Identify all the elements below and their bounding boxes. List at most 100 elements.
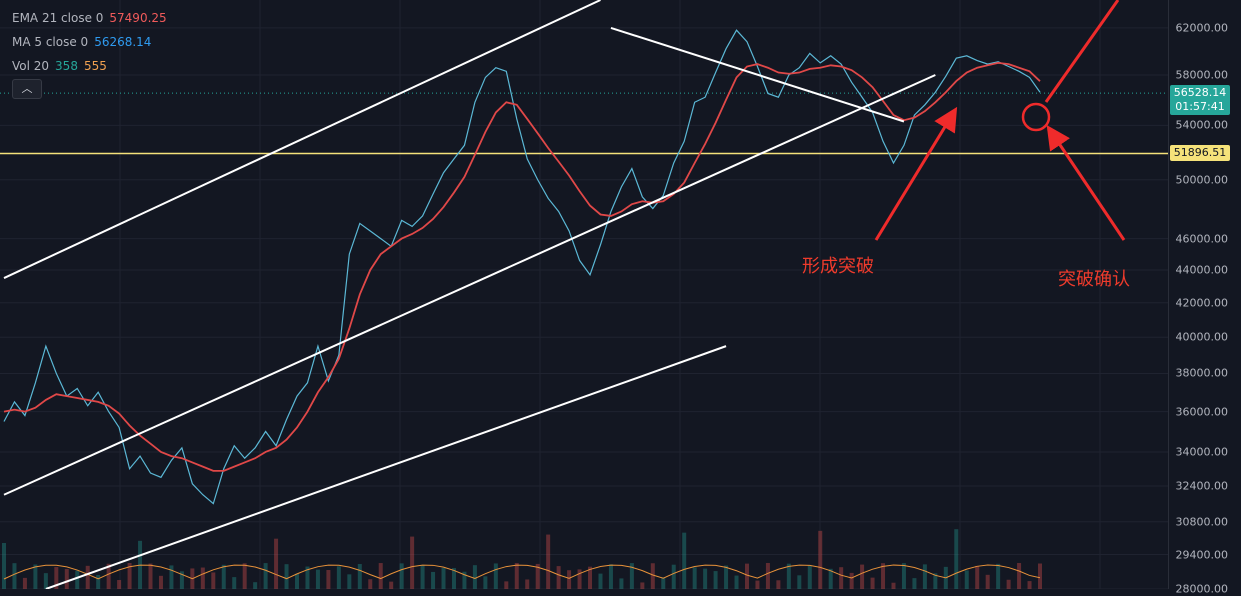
- volume-bar: [336, 566, 341, 589]
- volume-bar: [755, 580, 760, 589]
- volume-bar: [629, 563, 634, 589]
- y-tick-label: 62000.00: [1175, 21, 1229, 35]
- volume-bar: [420, 565, 425, 589]
- trendline: [3, 74, 936, 496]
- volume-bar: [441, 567, 446, 589]
- y-tick-label: 29400.00: [1175, 548, 1229, 562]
- y-tick-label: 54000.00: [1175, 118, 1229, 132]
- volume-bar: [12, 563, 17, 589]
- y-tick-label: 40000.00: [1175, 330, 1229, 344]
- volume-bar: [127, 563, 132, 589]
- volume-bar: [891, 582, 896, 589]
- legend-ema-label: EMA 21 close 0: [12, 11, 104, 25]
- volume-bar: [692, 567, 697, 589]
- volume-bar: [734, 575, 739, 589]
- last-price-tag: 56528.14 01:57:41: [1170, 85, 1230, 116]
- legend-ma[interactable]: MA 5 close 0 56268.14: [12, 30, 167, 54]
- volume-bar: [85, 565, 90, 589]
- volume-bar: [860, 564, 865, 589]
- confirm-arrow: [1046, 125, 1126, 241]
- volume-bar: [870, 577, 875, 589]
- y-tick-label: 42000.00: [1175, 296, 1229, 310]
- y-tick-label: 36000.00: [1175, 405, 1229, 419]
- volume-bar: [326, 570, 331, 589]
- volume-bar: [200, 567, 205, 589]
- last-price-value: 56528.14: [1173, 86, 1227, 100]
- volume-bar: [347, 574, 352, 589]
- y-tick-label: 50000.00: [1175, 173, 1229, 187]
- volume-bar: [211, 572, 216, 589]
- volume-bar: [608, 564, 613, 589]
- legend-vol[interactable]: Vol 20 358 555: [12, 54, 167, 78]
- volume-bar: [368, 579, 373, 589]
- legend-vol-value-a: 358: [55, 59, 78, 73]
- volume-bar: [535, 563, 540, 589]
- volume-bar: [985, 574, 990, 589]
- volume-bar: [378, 563, 383, 589]
- volume-bar: [295, 573, 300, 589]
- volume-bar: [933, 573, 938, 589]
- volume-bar: [807, 565, 812, 589]
- level-price-tag: 51896.51: [1170, 145, 1230, 162]
- volume-bar: [462, 571, 467, 589]
- volume-bar: [786, 563, 791, 589]
- chevron-up-icon: ︿: [21, 82, 33, 95]
- volume-bar: [221, 564, 226, 589]
- y-tick-label: 30800.00: [1175, 515, 1229, 529]
- volume-bar: [1017, 563, 1022, 589]
- volume-bar: [54, 567, 59, 589]
- legend-vol-label: Vol 20: [12, 59, 50, 73]
- volume-bar: [703, 568, 708, 589]
- volume-bars: [2, 529, 1042, 589]
- volume-bar: [504, 581, 509, 589]
- volume-bar: [483, 576, 488, 589]
- volume-bar: [975, 565, 980, 589]
- volume-bar: [75, 570, 80, 589]
- volume-bar: [64, 569, 69, 589]
- volume-bar: [954, 529, 959, 589]
- volume-bar: [158, 575, 163, 589]
- volume-bar: [253, 582, 258, 589]
- trendline: [3, 0, 601, 279]
- volume-bar: [724, 565, 729, 589]
- volume-bar: [22, 577, 27, 589]
- volume-bar: [661, 577, 666, 589]
- annotation-confirm: 突破确认: [1058, 269, 1130, 290]
- volume-bar: [650, 563, 655, 589]
- legend-collapse-button[interactable]: ︿: [12, 79, 42, 99]
- volume-bar: [1006, 579, 1011, 589]
- volume-ma-line: [3, 564, 1041, 580]
- y-tick-label: 34000.00: [1175, 445, 1229, 459]
- volume-bar: [828, 568, 833, 589]
- series-lines: [3, 29, 1041, 505]
- volume-bar: [410, 536, 415, 589]
- annotation-arrows: [874, 0, 1126, 241]
- volume-bar: [744, 563, 749, 589]
- volume-bar: [619, 578, 624, 589]
- volume-bar: [493, 563, 498, 589]
- volume-bar: [588, 566, 593, 589]
- volume-bar: [169, 565, 174, 589]
- volume-bar: [577, 569, 582, 589]
- volume-bar: [472, 565, 477, 589]
- breakout-arrow: [874, 106, 958, 241]
- legend-vol-value-b: 555: [83, 59, 107, 73]
- breakout-circle: [1021, 102, 1051, 132]
- legend-ma-label: MA 5 close 0: [12, 35, 89, 49]
- volume-bar: [912, 578, 917, 589]
- volume-bar: [315, 569, 320, 589]
- volume-bar: [567, 570, 572, 589]
- volume-bar: [514, 563, 519, 589]
- volume-bar: [2, 543, 6, 589]
- horizontal-level-line: [0, 92, 1168, 155]
- volume-bar: [964, 570, 969, 589]
- volume-bar: [357, 564, 362, 589]
- volume-bar: [431, 571, 436, 589]
- y-tick-label: 58000.00: [1175, 68, 1229, 82]
- legend-ema[interactable]: EMA 21 close 0 57490.25: [12, 6, 167, 30]
- y-tick-label: 28000.00: [1175, 582, 1229, 596]
- volume-bar: [682, 532, 687, 589]
- volume-bar: [901, 563, 906, 589]
- y-tick-label: 32400.00: [1175, 479, 1229, 493]
